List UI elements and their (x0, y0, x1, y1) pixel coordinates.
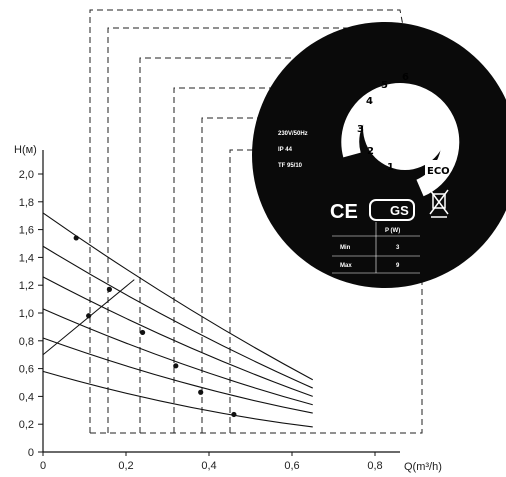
x-axis-label: Q(m³/h) (404, 461, 442, 473)
eco-label: ECO (427, 166, 450, 177)
curve-marker-1 (73, 235, 79, 241)
y-tick-label: 2,0 (19, 169, 34, 181)
speed-dial: 1 2 3 4 5 6 ECO 230V/50Hz IP 44 TF 95/10… (252, 22, 506, 288)
spec-ip-rating: IP 44 (278, 147, 293, 153)
curve-marker-6 (198, 389, 204, 395)
power-row-max-label: Max (340, 263, 352, 269)
spec-voltage: 230V/50Hz (278, 131, 308, 137)
dial-hub (363, 86, 447, 170)
pump-curve-4 (42, 308, 313, 406)
dial-setting-4: 4 (366, 96, 373, 107)
power-table (332, 222, 420, 274)
y-tick-label: 1,2 (19, 280, 34, 292)
y-tick-label: 0,2 (19, 419, 34, 431)
x-tick-label: 0 (40, 460, 46, 472)
y-tick-label: 0,8 (19, 336, 34, 348)
pump-curve-6 (42, 370, 313, 428)
power-row-min-label: Min (340, 245, 351, 251)
power-row-max-value: 9 (396, 263, 400, 269)
y-ticks: 0 0,2 0,4 0,6 0,8 1,0 1,2 1,4 1,6 1,8 2,0 (19, 169, 43, 459)
power-row-min-value: 3 (396, 245, 400, 251)
dial-setting-6: 6 (402, 72, 409, 83)
eco-tab (425, 160, 445, 180)
x-tick-label: 0,6 (284, 460, 299, 472)
dial-setting-2: 2 (367, 146, 374, 157)
curve-marker-2 (106, 286, 112, 292)
y-tick-label: 1,4 (19, 252, 34, 264)
pump-curve-1 (42, 212, 314, 381)
gs-mark-frame (369, 199, 415, 221)
curve-marker-3 (86, 313, 92, 319)
x-tick-label: 0,4 (201, 460, 216, 472)
curve-marker-7 (231, 411, 237, 418)
dial-setting-3: 3 (357, 124, 364, 135)
leader-frame (90, 270, 423, 434)
pump-curve-5 (42, 337, 313, 414)
y-tick-label: 1,6 (19, 225, 34, 237)
ce-mark: CE (330, 201, 358, 223)
axes (42, 150, 400, 453)
x-tick-label: 0,8 (367, 460, 382, 472)
pump-curve-2 (42, 245, 313, 389)
leader-line-3 (173, 87, 349, 433)
dial-setting-5: 5 (381, 80, 388, 91)
y-axis-label: H(м) (14, 144, 37, 156)
spec-temperature-class: TF 95/10 (278, 163, 303, 169)
y-tick-label: 0 (28, 447, 34, 459)
x-tick-label: 0,2 (118, 460, 133, 472)
pump-curve-3 (42, 276, 313, 397)
y-tick-label: 1,0 (19, 308, 34, 320)
dial-setting-1: 1 (387, 162, 394, 173)
curve-marker-4 (140, 329, 146, 336)
curve-marker-5 (173, 363, 179, 369)
pump-curves (42, 212, 314, 428)
gs-mark: GS (390, 203, 409, 218)
curve-markers (73, 235, 237, 418)
y-tick-label: 1,8 (19, 197, 34, 209)
weee-bin-icon (429, 189, 449, 218)
y-tick-label: 0,4 (19, 391, 34, 403)
x-ticks: 0 0,2 0,4 0,6 0,8 (40, 452, 383, 472)
y-tick-label: 0,6 (19, 364, 34, 376)
power-table-header: P (W) (385, 228, 400, 234)
